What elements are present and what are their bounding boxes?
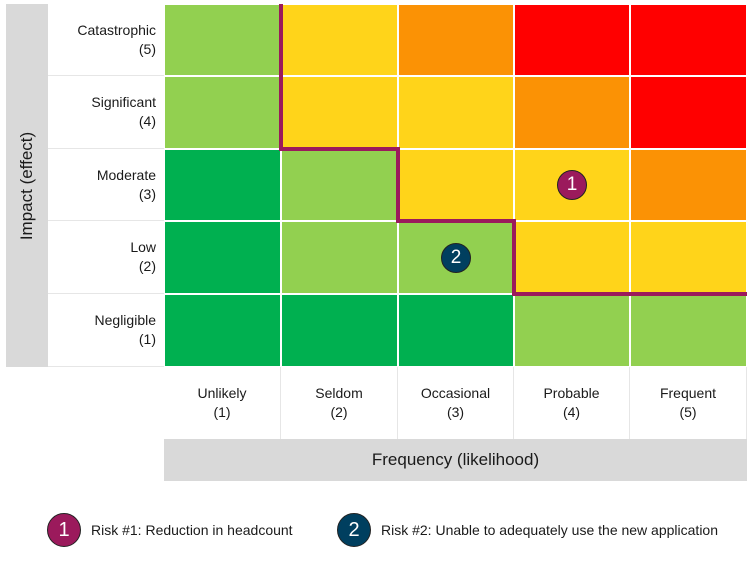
- risk-1-marker: 1: [557, 170, 587, 200]
- matrix-cell-impact4-freq1: [164, 76, 281, 149]
- risk-threshold-line: [279, 4, 747, 296]
- matrix-cell-impact5-freq1: [164, 4, 281, 76]
- frequency-name: Occasional: [420, 385, 491, 401]
- matrix-cell-impact1-freq3: [398, 294, 514, 367]
- frequency-label: Occasional (3): [398, 367, 514, 439]
- frequency-label: Unlikely (1): [164, 367, 281, 439]
- matrix-cell-impact5-freq4: [514, 4, 630, 76]
- matrix-cell-impact1-freq1: [164, 294, 281, 367]
- legend-item-risk-2: 2 Risk #2: Unable to adequately use the …: [337, 513, 718, 547]
- impact-score: (2): [138, 258, 156, 274]
- frequency-label: Seldom (2): [281, 367, 398, 439]
- impact-label: Significant (4): [48, 76, 164, 149]
- impact-label: Negligible (1): [48, 294, 164, 367]
- x-axis-label: Frequency (likelihood): [371, 450, 540, 469]
- impact-name: Moderate: [96, 166, 156, 183]
- impact-score: (3): [138, 185, 156, 202]
- frequency-name: Seldom: [315, 385, 363, 401]
- impact-name: Low: [130, 239, 156, 255]
- risk-2-marker: 2: [441, 242, 471, 273]
- matrix-cell-impact2-freq1: [164, 221, 281, 294]
- risk-2-legend-marker: 2: [337, 513, 371, 547]
- impact-score: (4): [138, 113, 156, 129]
- matrix-cell-impact4-freq5: [630, 76, 747, 149]
- frequency-score: (3): [446, 404, 465, 420]
- impact-label: Catastrophic (5): [48, 4, 164, 76]
- matrix-cell-impact1-freq4: [514, 294, 630, 367]
- matrix-cell-impact5-freq2: [281, 4, 398, 76]
- matrix-cell-impact1-freq2: [281, 294, 398, 367]
- frequency-name: Probable: [543, 385, 600, 401]
- risk-1-legend-label: Risk #1: Reduction in headcount: [91, 522, 293, 538]
- matrix-cell-impact2-freq5: [630, 221, 747, 294]
- frequency-label: Frequent (5): [630, 367, 747, 439]
- matrix-cell-impact2-freq2: [281, 221, 398, 294]
- impact-name: Catastrophic: [77, 21, 156, 38]
- matrix-cell-impact5-freq5: [630, 4, 747, 76]
- legend-item-risk-1: 1 Risk #1: Reduction in headcount: [47, 513, 293, 547]
- impact-score: (1): [138, 331, 156, 347]
- frequency-name: Frequent: [659, 385, 717, 401]
- matrix-cell-impact1-freq5: [630, 294, 747, 367]
- frequency-score: (4): [562, 404, 581, 420]
- risk-1-legend-marker: 1: [47, 513, 81, 547]
- matrix-cell-impact4-freq3: [398, 76, 514, 149]
- matrix-cell-impact5-freq3: [398, 4, 514, 76]
- matrix-cell-impact4-freq4: [514, 76, 630, 149]
- matrix-cell-impact3-freq1: [164, 149, 281, 221]
- frequency-score: (2): [330, 404, 348, 420]
- x-axis-band: Frequency (likelihood): [164, 439, 747, 481]
- frequency-score: (5): [679, 404, 697, 420]
- y-axis-band: [6, 4, 48, 367]
- impact-name: Negligible: [94, 312, 156, 328]
- impact-name: Significant: [91, 94, 156, 110]
- matrix-cell-impact3-freq5: [630, 149, 747, 221]
- risk-2-legend-label: Risk #2: Unable to adequately use the ne…: [381, 522, 718, 538]
- matrix-cell-impact4-freq2: [281, 76, 398, 149]
- frequency-score: (1): [213, 404, 231, 420]
- matrix-cell-impact3-freq3: [398, 149, 514, 221]
- frequency-name: Unlikely: [197, 385, 247, 401]
- frequency-label: Probable (4): [514, 367, 630, 439]
- impact-label: Moderate (3): [48, 149, 164, 221]
- impact-score: (5): [138, 40, 156, 57]
- impact-label: Low (2): [48, 221, 164, 294]
